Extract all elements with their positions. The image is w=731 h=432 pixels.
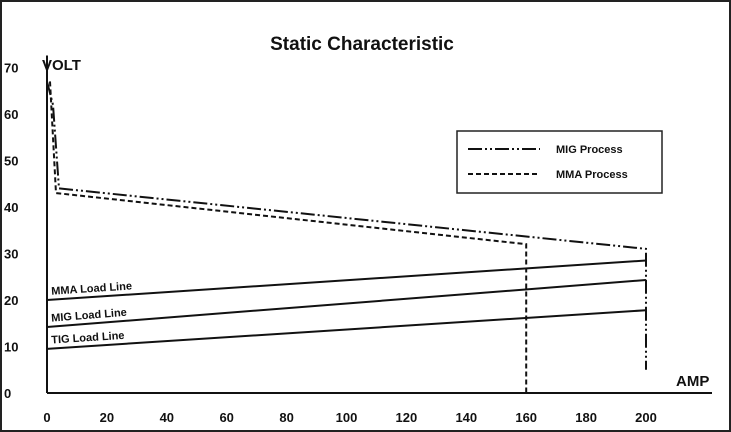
process-lines [46, 81, 647, 393]
load-line [46, 279, 647, 328]
chart-title: Static Characteristic [270, 34, 454, 55]
y-tick-label: 30 [4, 247, 18, 262]
y-axis-title: VOLT [42, 57, 81, 74]
legend-label-mma: MMA Process [556, 169, 628, 181]
x-tick-label: 20 [100, 410, 114, 425]
legend-label-mig: MIG Process [556, 144, 623, 156]
y-tick-label: 40 [4, 200, 18, 215]
x-tick-label: 200 [635, 410, 657, 425]
x-tick-label: 60 [219, 410, 233, 425]
legend-box [456, 130, 663, 194]
load-line-label: MMA Load Line [51, 280, 132, 297]
x-tick-label: 120 [396, 410, 418, 425]
series-line [48, 81, 528, 393]
legend: MIG Process MMA Process [456, 130, 663, 194]
load-line [46, 309, 647, 350]
series-line [46, 81, 647, 370]
y-tick-label: 60 [4, 107, 18, 122]
y-tick-label: 50 [4, 154, 18, 169]
x-tick-label: 140 [455, 410, 477, 425]
x-tick-label: 80 [279, 410, 293, 425]
y-tick-label: 20 [4, 293, 18, 308]
x-tick-label: 160 [515, 410, 537, 425]
x-tick-label: 100 [336, 410, 358, 425]
load-line [46, 259, 647, 301]
y-tick-label: 10 [4, 340, 18, 355]
x-tick-label: 0 [43, 410, 50, 425]
x-tick-label: 40 [160, 410, 174, 425]
y-tick-labels: 0 10 20 30 40 50 60 70 [4, 61, 18, 402]
y-tick-label: 0 [4, 386, 11, 401]
axes [46, 55, 712, 394]
x-tick-labels: 0 20 40 60 80 100 120 140 160 180 200 [43, 410, 656, 425]
y-tick-label: 70 [4, 61, 18, 76]
x-tick-label: 180 [575, 410, 597, 425]
x-axis-title: AMP [676, 373, 709, 390]
load-lines: MMA Load Line MIG Load Line TIG Load Line [46, 259, 647, 350]
load-line-label: MIG Load Line [51, 307, 127, 325]
load-line-label: TIG Load Line [51, 330, 125, 347]
